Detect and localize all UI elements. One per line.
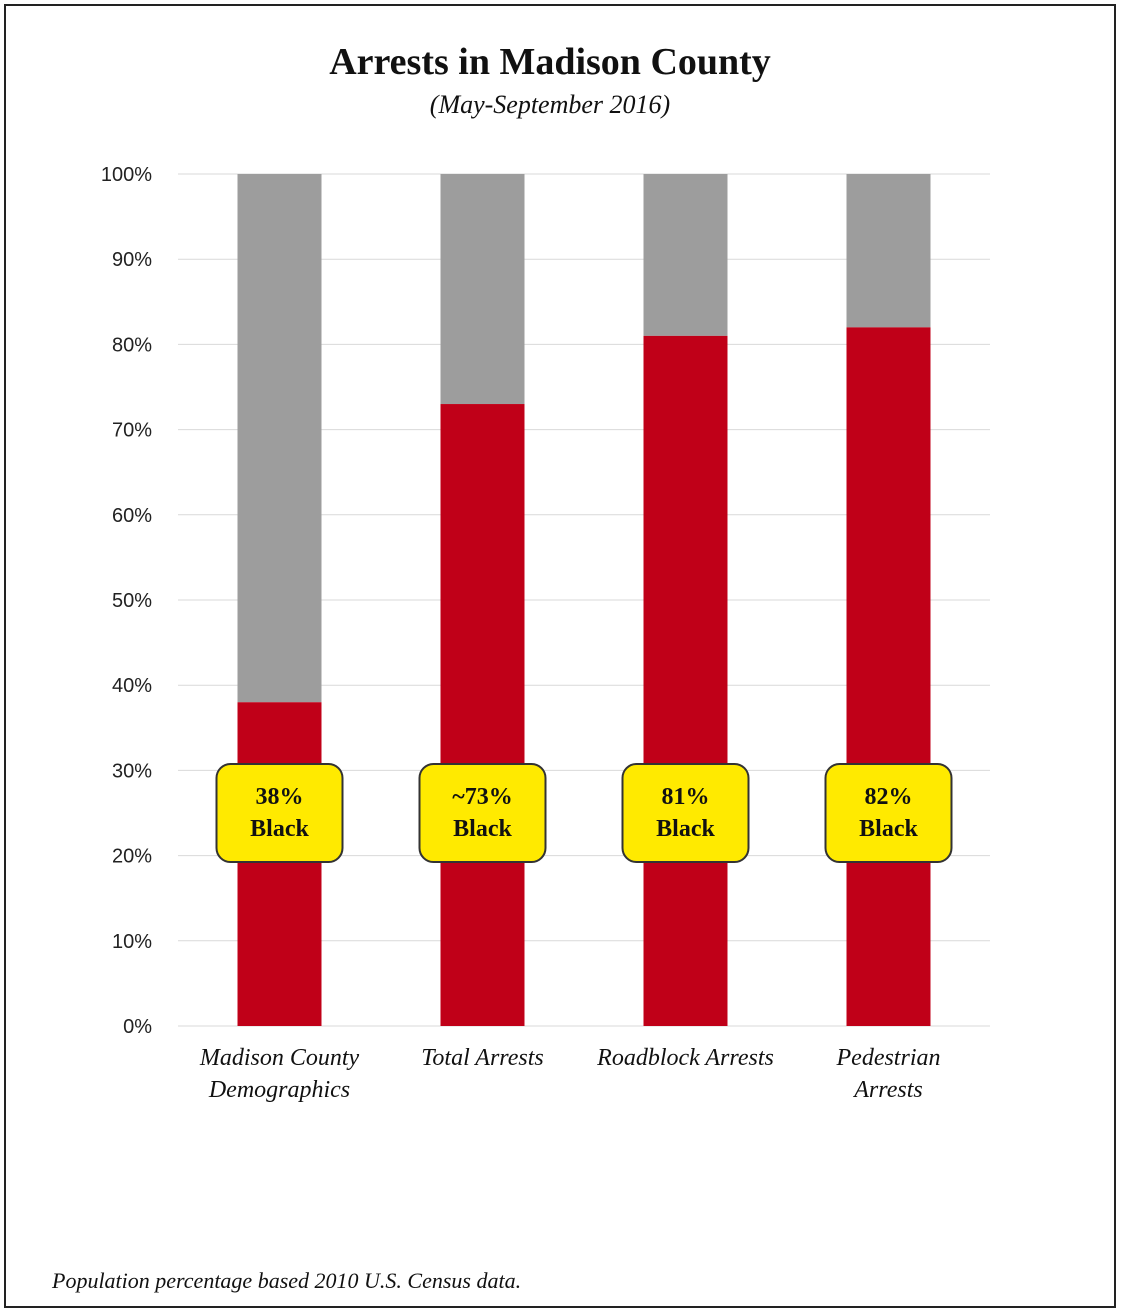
x-category-label: Roadblock Arrests: [596, 1045, 774, 1071]
x-category-label: Arrests: [852, 1077, 922, 1103]
y-tick-label: 100%: [101, 164, 152, 186]
y-tick-label: 50%: [112, 590, 152, 612]
data-label-text: Black: [250, 816, 309, 842]
chart-frame: [4, 4, 1116, 1308]
x-category-label: Madison County: [199, 1045, 360, 1071]
chart-title: Arrests in Madison County: [329, 41, 771, 83]
data-label-badge: [215, 763, 344, 863]
bar-black-share: [846, 327, 931, 1026]
data-label-badge: [418, 763, 547, 863]
bar-black-share: [440, 404, 525, 1026]
data-label-badge: [621, 763, 750, 863]
y-tick-label: 10%: [112, 931, 152, 953]
y-tick-label: 20%: [112, 846, 152, 868]
bar-remainder: [237, 174, 322, 703]
data-label-text: Black: [859, 816, 918, 842]
data-label-text: 81%: [662, 784, 710, 810]
data-label-text: ~73%: [452, 784, 512, 810]
x-category-label: Total Arrests: [421, 1045, 544, 1071]
data-label-text: 82%: [865, 784, 913, 810]
y-tick-label: 70%: [112, 420, 152, 442]
bar-black-share: [643, 335, 728, 1026]
bar-chart: 38% Black ~73% Black 81% Black 82% Black 0% 10% 2…: [101, 164, 990, 1103]
y-axis: 0% 10% 20% 30% 40% 50% 60% 70% 80% 90% 100%: [101, 164, 152, 1038]
data-label-text: Black: [656, 816, 715, 842]
y-tick-label: 0%: [123, 1016, 152, 1038]
x-axis: Madison County Demographics Total Arrests R…: [199, 1045, 941, 1103]
y-tick-label: 60%: [112, 505, 152, 527]
chart-subtitle: (May-September 2016): [429, 90, 671, 119]
bar-remainder: [846, 174, 931, 328]
bar-remainder: [440, 174, 525, 405]
data-labels: 38% Black ~73% Black 81% Black 82% Black: [215, 763, 953, 863]
bar-remainder: [643, 174, 728, 336]
x-category-label: Demographics: [208, 1077, 350, 1103]
y-tick-label: 80%: [112, 334, 152, 356]
y-tick-label: 90%: [112, 249, 152, 271]
y-tick-label: 30%: [112, 760, 152, 782]
y-tick-label: 40%: [112, 675, 152, 697]
bars: [237, 174, 931, 1026]
x-category-label: Pedestrian: [836, 1045, 941, 1071]
bar-black-share: [237, 702, 322, 1026]
data-label-badge: [824, 763, 953, 863]
footnote: Population percentage based 2010 U.S. Ce…: [52, 1268, 522, 1293]
data-label-text: 38%: [256, 784, 304, 810]
data-label-text: Black: [453, 816, 512, 842]
